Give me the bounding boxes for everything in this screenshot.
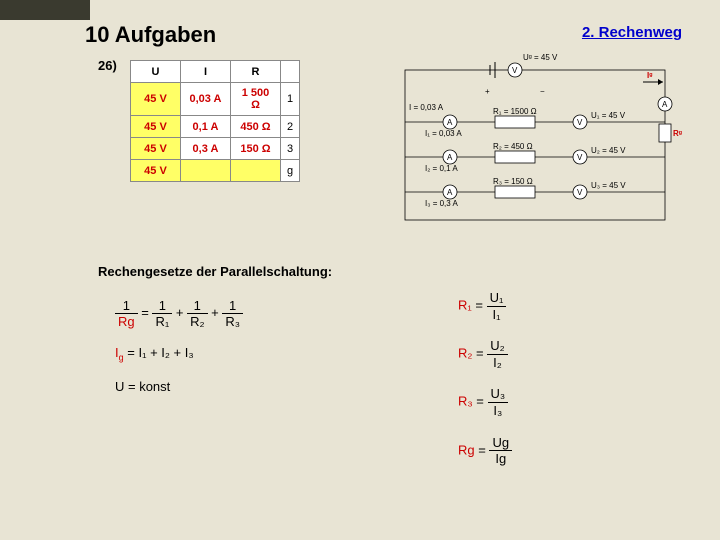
formulas-left: 1Rg = 1R₁ + 1R₂ + 1R₃ Ig = I₁ + I₂ + I₃ …	[115, 298, 243, 410]
corner-decoration	[0, 0, 90, 20]
svg-text:I₁ = 0,03 A: I₁ = 0,03 A	[425, 129, 462, 138]
rechenweg-link[interactable]: 2. Rechenweg	[582, 24, 682, 41]
svg-text:V: V	[577, 153, 583, 162]
svg-text:V: V	[577, 188, 583, 197]
values-table: U I R 45 V 0,03 A 1 500 Ω 1 45 V 0,1 A 4…	[130, 60, 300, 182]
formula-ig: Ig = I₁ + I₂ + I₃	[115, 345, 243, 363]
formulas-right: R₁ = U₁I₁ R₂ = U₂I₂ R₃ = U₃I₃ Rg = UgIg	[458, 290, 512, 483]
col-i: I	[181, 61, 231, 83]
svg-text:A: A	[447, 188, 453, 197]
svg-text:Uᵍ = 45 V: Uᵍ = 45 V	[523, 53, 558, 62]
svg-text:I₃ = 0,3 A: I₃ = 0,3 A	[425, 199, 459, 208]
table-row: 45 V 0,3 A 150 Ω 3	[131, 138, 300, 160]
formula-r2: R₂ = U₂I₂	[458, 338, 512, 370]
svg-text:−: −	[540, 87, 545, 96]
svg-text:U₃ = 45 V: U₃ = 45 V	[591, 181, 626, 190]
task-number: 26)	[98, 58, 117, 73]
svg-text:V: V	[512, 66, 518, 75]
svg-text:A: A	[447, 153, 453, 162]
svg-text:A: A	[662, 100, 668, 109]
col-idx	[281, 61, 300, 83]
col-r: R	[231, 61, 281, 83]
svg-text:V: V	[577, 118, 583, 127]
col-u: U	[131, 61, 181, 83]
svg-text:Iᵍ: Iᵍ	[647, 71, 652, 80]
svg-text:U₂ = 45 V: U₂ = 45 V	[591, 146, 626, 155]
svg-text:R₂ = 450 Ω: R₂ = 450 Ω	[493, 142, 533, 151]
formula-rg: Rg = UgIg	[458, 435, 512, 467]
table-row: 45 V 0,1 A 450 Ω 2	[131, 116, 300, 138]
svg-text:I = 0,03 A: I = 0,03 A	[409, 103, 444, 112]
svg-text:A: A	[447, 118, 453, 127]
formula-r3: R₃ = U₃I₃	[458, 386, 512, 418]
formula-rg-reciprocal: 1Rg = 1R₁ + 1R₂ + 1R₃	[115, 298, 243, 329]
svg-text:I₂ = 0,1 A: I₂ = 0,1 A	[425, 164, 458, 173]
svg-text:R₃ = 150 Ω: R₃ = 150 Ω	[493, 177, 533, 186]
table-row: 45 V 0,03 A 1 500 Ω 1	[131, 83, 300, 116]
formula-u: U = konst	[115, 379, 243, 394]
page-title: 10 Aufgaben	[85, 22, 216, 48]
svg-text:Rᵍ: Rᵍ	[673, 129, 682, 138]
table-row: 45 V g	[131, 160, 300, 182]
table-header-row: U I R	[131, 61, 300, 83]
formula-r1: R₁ = U₁I₁	[458, 290, 512, 322]
section-heading: Rechengesetze der Parallelschaltung:	[98, 264, 332, 279]
svg-text:U₁ = 45 V: U₁ = 45 V	[591, 111, 626, 120]
circuit-diagram: V + − Uᵍ = 45 V Iᵍ A Rᵍ I = 0,03 A A V R…	[395, 52, 685, 232]
svg-text:+: +	[485, 87, 490, 96]
svg-text:R₁ = 1500 Ω: R₁ = 1500 Ω	[493, 107, 537, 116]
